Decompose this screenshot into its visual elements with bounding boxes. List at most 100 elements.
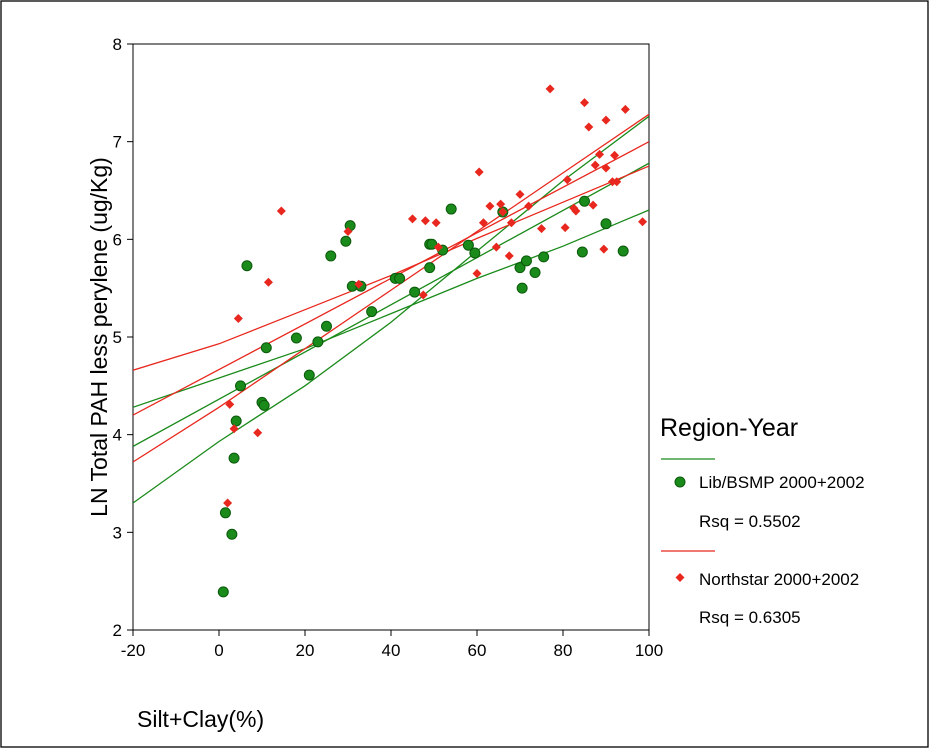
y-tick-label: 3 bbox=[113, 523, 122, 542]
northstar-data-point bbox=[478, 218, 488, 228]
lib-data-point bbox=[230, 415, 242, 427]
lib-data-point bbox=[219, 507, 231, 519]
northstar-data-point bbox=[253, 428, 263, 438]
northstar-data-point bbox=[276, 206, 286, 216]
northstar-data-point bbox=[225, 399, 235, 409]
lib-data-point bbox=[325, 250, 337, 262]
legend-lib-marker bbox=[674, 476, 686, 488]
x-tick-label: 40 bbox=[382, 641, 401, 660]
lib-data-point bbox=[394, 272, 406, 284]
x-tick-label: 60 bbox=[468, 641, 487, 660]
northstar-data-point bbox=[418, 290, 428, 300]
northstar-data-point bbox=[638, 217, 648, 227]
lib-data-point bbox=[241, 260, 253, 272]
lib-data-point bbox=[226, 528, 238, 540]
northstar-data-point bbox=[571, 206, 581, 216]
x-tick-label: 20 bbox=[296, 641, 315, 660]
lib-data-point bbox=[409, 286, 421, 298]
y-axis-label: LN Total PAH less perylene (ug/Kg) bbox=[86, 157, 112, 517]
lib-data-point bbox=[514, 262, 526, 274]
lib-confidence-line-upper-flat bbox=[133, 209, 649, 408]
northstar-data-point bbox=[612, 177, 622, 187]
northstar-data-point bbox=[562, 175, 572, 185]
y-tick-label: 4 bbox=[113, 426, 122, 445]
northstar-data-point bbox=[601, 115, 611, 125]
northstar-data-point bbox=[610, 150, 620, 160]
northstar-data-point bbox=[472, 269, 482, 279]
lib-confidence-line-lower-steep bbox=[133, 115, 649, 504]
northstar-data-point bbox=[515, 189, 525, 199]
lib-data-point bbox=[366, 306, 378, 318]
northstar-data-point bbox=[588, 200, 598, 210]
northstar-confidence-line-lower-steep bbox=[133, 113, 649, 463]
y-tick-label: 7 bbox=[113, 133, 122, 152]
northstar-data-point bbox=[599, 244, 609, 254]
legend-lib-rsq: Rsq = 0.5502 bbox=[699, 512, 801, 531]
lib-data-point bbox=[600, 218, 612, 230]
legend-northstar-label: Northstar 2000+2002 bbox=[699, 570, 859, 589]
legend-lib-label: Lib/BSMP 2000+2002 bbox=[699, 473, 865, 492]
northstar-data-point bbox=[601, 163, 611, 173]
northstar-data-point bbox=[584, 122, 594, 132]
lib-data-point bbox=[538, 251, 550, 263]
lib-data-point bbox=[258, 399, 270, 411]
northstar-data-point bbox=[524, 201, 534, 211]
lib-data-point bbox=[520, 255, 532, 267]
lib-data-point bbox=[576, 246, 588, 258]
northstar-data-point bbox=[506, 218, 516, 228]
northstar-data-point bbox=[229, 424, 239, 434]
x-tick-label: -20 bbox=[121, 641, 146, 660]
lib-data-point bbox=[462, 239, 474, 251]
x-tick-label: 80 bbox=[554, 641, 573, 660]
x-tick-label: 0 bbox=[214, 641, 223, 660]
northstar-data-point bbox=[223, 498, 233, 508]
northstar-data-point bbox=[474, 167, 484, 177]
northstar-data-point bbox=[408, 214, 417, 224]
northstar-data-point bbox=[537, 224, 546, 234]
lib-data-point bbox=[228, 452, 240, 464]
y-tick-label: 6 bbox=[113, 230, 122, 249]
northstar-data-point bbox=[420, 216, 430, 226]
lib-data-point bbox=[424, 262, 436, 274]
northstar-data-point bbox=[595, 149, 605, 159]
northstar-data-point bbox=[491, 242, 501, 252]
northstar-data-point bbox=[620, 104, 630, 114]
lib-data-point bbox=[312, 336, 324, 348]
northstar-data-point bbox=[560, 223, 570, 233]
lib-data-point bbox=[469, 247, 481, 259]
lib-data-point bbox=[303, 369, 315, 381]
northstar-data-point bbox=[496, 199, 506, 209]
lib-data-point bbox=[321, 320, 332, 332]
northstar-data-point bbox=[431, 218, 441, 228]
legend-northstar-rsq: Rsq = 0.6305 bbox=[699, 608, 801, 627]
lib-data-point bbox=[340, 235, 352, 247]
y-tick-label: 8 bbox=[113, 35, 122, 54]
y-tick-label: 5 bbox=[113, 328, 122, 347]
x-axis-label: Silt+Clay(%) bbox=[137, 706, 264, 732]
lib-data-point bbox=[217, 586, 229, 598]
lib-data-point bbox=[445, 203, 457, 215]
northstar-data-point bbox=[263, 277, 273, 287]
legend-title: Region-Year bbox=[660, 414, 798, 442]
northstar-data-point bbox=[485, 201, 495, 211]
northstar-data-point bbox=[545, 84, 555, 94]
lib-data-point bbox=[516, 282, 528, 294]
northstar-data-point bbox=[580, 98, 589, 108]
northstar-data-point bbox=[504, 251, 514, 261]
y-tick-label: 2 bbox=[113, 621, 122, 640]
lib-data-point bbox=[529, 267, 541, 279]
northstar-data-point bbox=[433, 242, 443, 252]
legend: Region-Year Lib/BSMP 2000+2002 Rsq = 0.5… bbox=[660, 414, 865, 627]
lib-data-point bbox=[617, 245, 629, 257]
lib-data-point bbox=[260, 342, 272, 354]
lib-fit-line bbox=[133, 162, 649, 447]
northstar-data-point bbox=[343, 227, 353, 237]
x-tick-label: 100 bbox=[635, 641, 663, 660]
lib-data-point bbox=[235, 380, 246, 392]
lib-data-point bbox=[579, 195, 590, 207]
northstar-data-point bbox=[498, 207, 508, 217]
northstar-data-point bbox=[354, 279, 364, 289]
